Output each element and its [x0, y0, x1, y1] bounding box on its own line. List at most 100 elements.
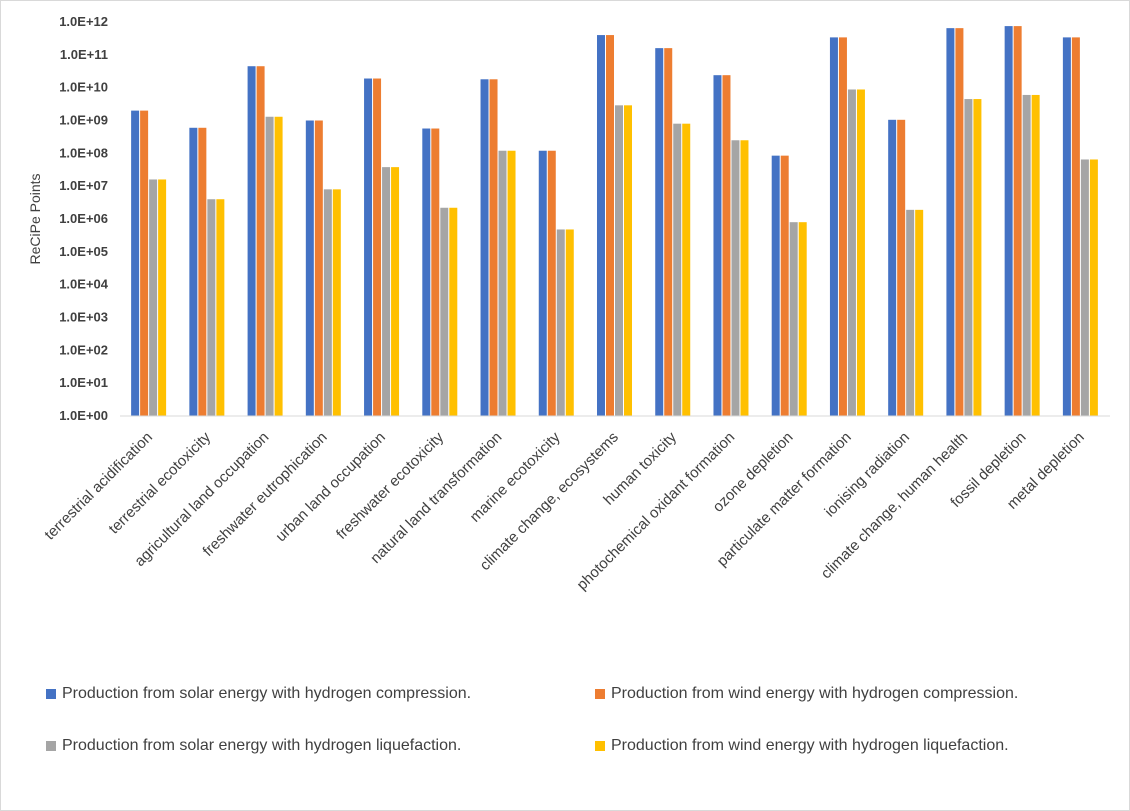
bar — [915, 209, 924, 416]
bar — [364, 78, 373, 417]
bar — [1080, 159, 1089, 416]
bar — [198, 127, 207, 417]
bar — [207, 199, 216, 416]
bar — [507, 150, 516, 416]
y-tick-label: 1.0E+06 — [59, 211, 108, 226]
legend-swatch-wind-liquefaction — [595, 741, 605, 751]
bar — [314, 120, 323, 416]
bar — [216, 199, 225, 416]
bar — [382, 167, 391, 416]
bar — [489, 79, 498, 416]
bar — [158, 179, 167, 416]
bar — [731, 140, 740, 416]
bars — [131, 26, 1098, 417]
bar — [713, 75, 722, 416]
bar — [888, 119, 897, 416]
bar — [655, 48, 664, 416]
y-axis-title: ReCiPe Points — [27, 173, 43, 264]
bar — [391, 167, 400, 416]
bar — [547, 150, 556, 416]
legend-item-wind-liquefaction: Production from wind energy with hydroge… — [595, 737, 1009, 755]
x-tick-label: terrestrial ecotoxicity — [105, 428, 214, 537]
y-tick-label: 1.0E+01 — [59, 375, 108, 390]
legend-swatch-solar-compression — [46, 689, 56, 699]
bar — [798, 222, 807, 416]
bar — [597, 35, 605, 416]
bar — [373, 78, 382, 417]
y-tick-label: 1.0E+05 — [59, 244, 108, 259]
x-tick-label: terrestrial acidification — [41, 429, 156, 544]
bar — [615, 105, 623, 416]
bar — [556, 229, 565, 416]
bar — [140, 110, 149, 416]
y-tick-label: 1.0E+12 — [59, 14, 108, 29]
bar — [305, 120, 314, 416]
bar — [955, 28, 964, 417]
y-axis-ticks: 1.0E+00 1.0E+01 1.0E+02 1.0E+03 1.0E+04 1.0E+… — [59, 14, 109, 423]
bar — [906, 209, 915, 416]
bar — [897, 119, 906, 416]
y-tick-label: 1.0E+04 — [59, 277, 109, 292]
bar — [1071, 37, 1080, 416]
legend-item-solar-compression: Production from solar energy with hydrog… — [46, 685, 471, 703]
bar — [247, 66, 256, 417]
bar — [847, 89, 856, 416]
bar — [323, 189, 332, 416]
bar — [332, 189, 341, 416]
bar — [771, 155, 780, 416]
bar — [946, 28, 955, 417]
y-tick-label: 1.0E+03 — [59, 310, 108, 325]
y-tick-label: 1.0E+09 — [59, 113, 108, 128]
bar — [440, 207, 449, 416]
y-tick-label: 1.0E+00 — [59, 408, 108, 423]
bar — [789, 222, 798, 416]
bar — [431, 128, 440, 416]
bar — [838, 37, 847, 416]
bar — [480, 79, 489, 416]
bar — [1031, 94, 1040, 417]
y-tick-label: 1.0E+07 — [59, 178, 108, 193]
bar — [829, 37, 838, 416]
bar — [1062, 37, 1071, 416]
y-tick-label: 1.0E+08 — [59, 145, 108, 160]
bar — [422, 128, 431, 416]
bar — [964, 99, 973, 416]
bar — [538, 150, 547, 416]
bar — [624, 105, 632, 416]
bar — [498, 150, 507, 416]
x-tick-label: freshwater ecotoxicity — [333, 428, 447, 542]
bar — [449, 207, 458, 416]
bar — [722, 75, 731, 416]
bar — [565, 229, 574, 416]
legend-swatch-wind-compression — [595, 689, 605, 699]
legend-label-wind-liquefaction: Production from wind energy with hydroge… — [611, 737, 1009, 754]
bar — [1022, 94, 1031, 417]
bar — [265, 116, 274, 417]
x-tick-label: urban land occupation — [272, 429, 388, 545]
legend-swatch-solar-liquefaction — [46, 741, 56, 751]
bar — [1004, 26, 1013, 417]
bar — [664, 48, 673, 416]
bar — [973, 99, 982, 416]
bar — [682, 123, 691, 416]
bar — [274, 116, 283, 417]
y-tick-label: 1.0E+10 — [59, 80, 108, 95]
legend-label-solar-liquefaction: Production from solar energy with hydrog… — [62, 737, 462, 754]
bar — [780, 155, 789, 416]
bar — [606, 35, 614, 416]
y-tick-label: 1.0E+11 — [60, 47, 108, 62]
legend-item-wind-compression: Production from wind energy with hydroge… — [595, 685, 1018, 703]
bar — [740, 140, 749, 416]
legend-label-wind-compression: Production from wind energy with hydroge… — [611, 685, 1019, 702]
bar — [856, 89, 865, 416]
bar — [256, 66, 265, 417]
bar — [131, 110, 140, 416]
bar — [149, 179, 158, 416]
bar — [673, 123, 682, 416]
bar — [1013, 26, 1022, 417]
y-tick-label: 1.0E+02 — [59, 342, 108, 357]
